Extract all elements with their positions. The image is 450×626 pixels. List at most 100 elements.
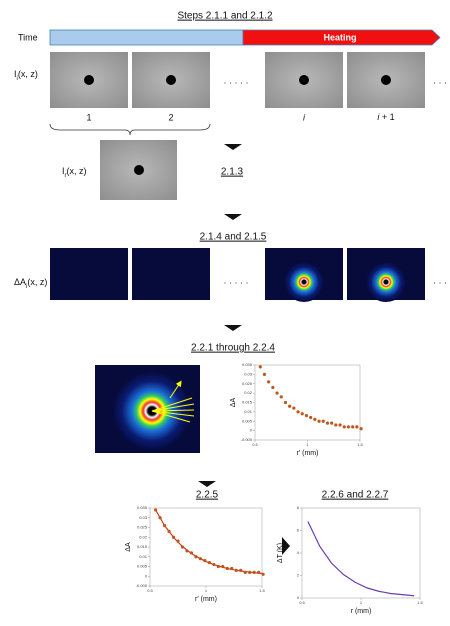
point bbox=[330, 421, 334, 425]
point bbox=[225, 566, 229, 571]
time-label: Time bbox=[18, 32, 38, 42]
y-tick-label: 0.015 bbox=[137, 544, 148, 549]
point bbox=[189, 551, 194, 555]
step-label: 2.2.1 through 2.2.4 bbox=[191, 343, 275, 354]
step-label: 2.2.6 and 2.2.7 bbox=[322, 490, 389, 501]
point bbox=[288, 404, 292, 408]
heating-label: Heating bbox=[323, 32, 356, 42]
y-tick-label: 8 bbox=[297, 505, 300, 510]
frames bbox=[50, 52, 425, 108]
point bbox=[198, 557, 202, 561]
point bbox=[258, 365, 262, 369]
x-tick-label: 1.5 bbox=[357, 442, 363, 447]
y-tick-label: 0 bbox=[297, 595, 300, 600]
heating-bar bbox=[242, 29, 441, 46]
frame-index: 2 bbox=[168, 112, 173, 122]
point bbox=[321, 419, 325, 423]
time-bar bbox=[49, 29, 244, 46]
y-tick-label: 0.03 bbox=[139, 515, 148, 520]
point bbox=[248, 570, 252, 574]
ellipsis: · · · · · bbox=[224, 77, 249, 87]
point bbox=[262, 372, 267, 376]
y-tick-label: 0.03 bbox=[244, 371, 253, 376]
point bbox=[221, 564, 225, 569]
point bbox=[275, 391, 279, 395]
y-tick-label: 0.035 bbox=[137, 505, 148, 510]
y-axis-label: ΔA bbox=[230, 398, 237, 408]
point bbox=[239, 568, 243, 573]
y-tick-label: 0.025 bbox=[242, 381, 253, 386]
point bbox=[338, 423, 342, 427]
y-axis-label: ΔA bbox=[125, 542, 132, 552]
point bbox=[230, 566, 234, 571]
point bbox=[351, 425, 355, 429]
ellipsis: · · · · · bbox=[224, 277, 249, 287]
frame-index: 1 bbox=[86, 112, 91, 122]
y-tick-label: 6 bbox=[297, 528, 300, 533]
point bbox=[309, 415, 313, 420]
y-tick-label: 0.01 bbox=[244, 409, 253, 414]
plot-frame bbox=[149, 507, 263, 587]
point bbox=[203, 559, 207, 563]
frame-index: i bbox=[303, 112, 306, 122]
y-tick-label: 0.015 bbox=[242, 400, 253, 405]
x-tick-label: 1.5 bbox=[417, 600, 423, 605]
arrows bbox=[198, 144, 290, 555]
x-tick-label: 0.5 bbox=[299, 600, 305, 605]
ellipsis: · · · bbox=[433, 77, 447, 87]
step-label: 2.2.5 bbox=[196, 490, 219, 501]
point bbox=[257, 570, 261, 574]
y-tick-label: -0.005 bbox=[241, 437, 253, 442]
y-tick-label: 0.025 bbox=[137, 525, 148, 530]
line bbox=[307, 521, 415, 597]
x-tick-label: 1 bbox=[306, 442, 309, 447]
point bbox=[158, 516, 162, 520]
reference-dot bbox=[134, 165, 144, 175]
x-tick-label: 0.5 bbox=[147, 588, 153, 593]
point bbox=[261, 572, 265, 576]
reference-label: Ir(x, z) bbox=[62, 166, 87, 178]
point bbox=[194, 555, 198, 559]
point bbox=[243, 570, 247, 574]
x-tick-label: 0.5 bbox=[252, 442, 258, 447]
y-tick-label: 4 bbox=[297, 550, 300, 555]
point bbox=[334, 423, 338, 427]
point bbox=[317, 419, 321, 423]
point bbox=[180, 545, 185, 549]
point bbox=[300, 412, 304, 416]
y-tick-label: 0 bbox=[250, 428, 253, 433]
x-axis-label: r′ (mm) bbox=[195, 596, 217, 603]
point bbox=[296, 410, 300, 414]
x-tick-label: 1 bbox=[360, 600, 363, 605]
point bbox=[207, 561, 211, 565]
step-label: 2.1.4 and 2.1.5 bbox=[200, 232, 267, 243]
point bbox=[234, 568, 238, 573]
y-tick-label: 0.005 bbox=[242, 418, 253, 423]
difference-images bbox=[50, 248, 425, 302]
x-axis-label: r (mm) bbox=[351, 608, 372, 615]
step-label: Steps 2.1.1 and 2.1.2 bbox=[177, 11, 273, 22]
point bbox=[171, 535, 176, 539]
x-axis-label: r′ (mm) bbox=[297, 450, 319, 457]
point bbox=[216, 564, 220, 569]
x-tick-label: 1 bbox=[205, 588, 208, 593]
difference-label: ΔAi(x, z) bbox=[14, 277, 47, 289]
point bbox=[355, 425, 359, 429]
point bbox=[292, 406, 296, 410]
y-tick-label: 0.035 bbox=[242, 362, 253, 367]
y-tick-label: 0.01 bbox=[139, 554, 148, 559]
point bbox=[212, 562, 216, 567]
frame-label: Ii(x, z) bbox=[14, 69, 38, 81]
y-axis-label: ΔT (K) bbox=[277, 543, 284, 563]
y-tick-label: 2 bbox=[297, 573, 300, 578]
brace bbox=[49, 123, 211, 136]
step-label: 2.1.3 bbox=[221, 167, 244, 178]
ellipsis: · · · bbox=[433, 277, 447, 287]
point bbox=[342, 425, 346, 429]
profile-image bbox=[95, 365, 200, 453]
y-tick-label: -0.005 bbox=[136, 583, 148, 588]
y-tick-label: 0.02 bbox=[244, 390, 253, 395]
point bbox=[313, 417, 317, 421]
point bbox=[283, 400, 288, 405]
